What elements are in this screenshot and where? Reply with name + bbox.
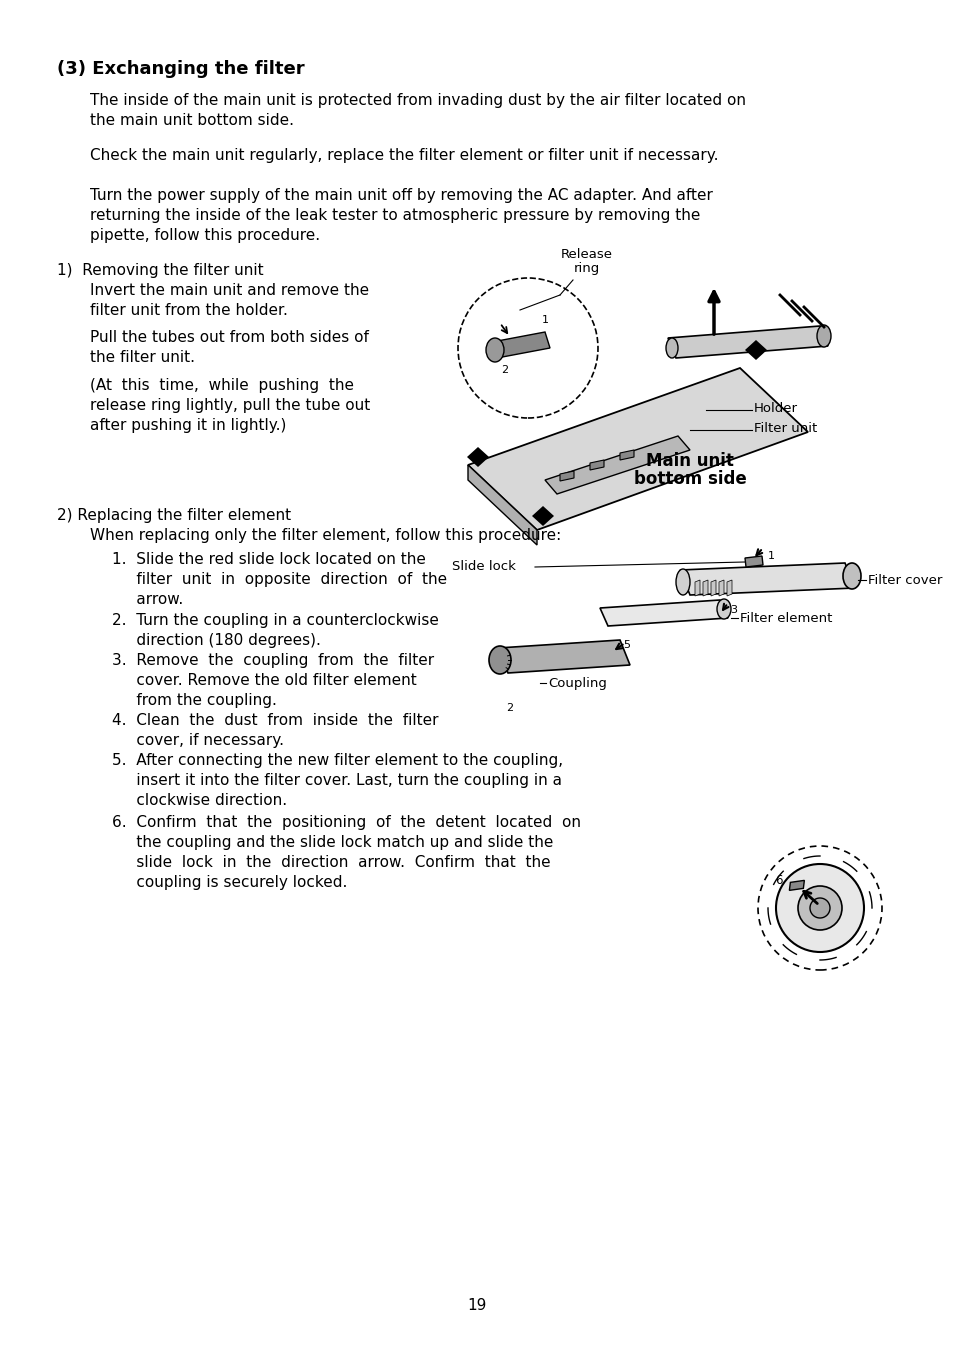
Ellipse shape <box>676 568 689 595</box>
Text: filter unit from the holder.: filter unit from the holder. <box>90 302 288 319</box>
Polygon shape <box>667 325 827 358</box>
Text: Filter cover: Filter cover <box>867 574 942 586</box>
Polygon shape <box>744 340 766 360</box>
Polygon shape <box>619 450 634 460</box>
Polygon shape <box>492 332 550 358</box>
Text: 1: 1 <box>541 315 548 325</box>
Text: arrow.: arrow. <box>112 593 183 608</box>
Text: Check the main unit regularly, replace the filter element or filter unit if nece: Check the main unit regularly, replace t… <box>90 148 718 163</box>
Text: bottom side: bottom side <box>633 470 745 487</box>
Text: coupling is securely locked.: coupling is securely locked. <box>112 875 347 890</box>
Text: cover. Remove the old filter element: cover. Remove the old filter element <box>112 674 416 688</box>
Text: slide  lock  in  the  direction  arrow.  Confirm  that  the: slide lock in the direction arrow. Confi… <box>112 855 550 869</box>
Text: Pull the tubes out from both sides of: Pull the tubes out from both sides of <box>90 329 369 346</box>
Text: from the coupling.: from the coupling. <box>112 693 276 707</box>
Text: after pushing it in lightly.): after pushing it in lightly.) <box>90 418 286 433</box>
Text: filter  unit  in  opposite  direction  of  the: filter unit in opposite direction of the <box>112 572 447 587</box>
Polygon shape <box>744 556 762 567</box>
Text: Coupling: Coupling <box>547 676 606 690</box>
Text: 19: 19 <box>467 1297 486 1312</box>
Ellipse shape <box>842 563 861 589</box>
Ellipse shape <box>717 599 730 620</box>
Text: Filter element: Filter element <box>740 612 832 625</box>
Text: 1)  Removing the filter unit: 1) Removing the filter unit <box>57 263 263 278</box>
Text: returning the inside of the leak tester to atmospheric pressure by removing the: returning the inside of the leak tester … <box>90 208 700 223</box>
Text: 1: 1 <box>767 551 774 562</box>
Text: 3: 3 <box>729 605 737 616</box>
Text: cover, if necessary.: cover, if necessary. <box>112 733 284 748</box>
Polygon shape <box>497 640 629 674</box>
Text: the main unit bottom side.: the main unit bottom side. <box>90 113 294 128</box>
Text: Holder: Holder <box>753 401 797 414</box>
Text: Invert the main unit and remove the: Invert the main unit and remove the <box>90 284 369 298</box>
Polygon shape <box>544 436 689 494</box>
Circle shape <box>809 898 829 918</box>
Text: pipette, follow this procedure.: pipette, follow this procedure. <box>90 228 320 243</box>
Text: Turn the power supply of the main unit off by removing the AC adapter. And after: Turn the power supply of the main unit o… <box>90 188 712 202</box>
Text: clockwise direction.: clockwise direction. <box>112 792 287 809</box>
Text: 2: 2 <box>506 703 513 713</box>
Polygon shape <box>599 599 727 626</box>
Text: the coupling and the slide lock match up and slide the: the coupling and the slide lock match up… <box>112 836 553 850</box>
Polygon shape <box>559 471 574 481</box>
Text: 2) Replacing the filter element: 2) Replacing the filter element <box>57 508 291 522</box>
Text: release ring lightly, pull the tube out: release ring lightly, pull the tube out <box>90 398 370 413</box>
Text: (At  this  time,  while  pushing  the: (At this time, while pushing the <box>90 378 354 393</box>
Circle shape <box>797 886 841 930</box>
Text: Main unit: Main unit <box>645 452 733 470</box>
Text: ring: ring <box>574 262 599 275</box>
Text: Filter unit: Filter unit <box>753 421 817 435</box>
Text: When replacing only the filter element, follow this procedure:: When replacing only the filter element, … <box>90 528 560 543</box>
Text: 5: 5 <box>622 640 629 649</box>
Text: 4.  Clean  the  dust  from  inside  the  filter: 4. Clean the dust from inside the filter <box>112 713 438 728</box>
Text: 6.  Confirm  that  the  positioning  of  the  detent  located  on: 6. Confirm that the positioning of the d… <box>112 815 580 830</box>
Circle shape <box>775 864 863 952</box>
Text: direction (180 degrees).: direction (180 degrees). <box>112 633 320 648</box>
Polygon shape <box>467 447 489 467</box>
Text: insert it into the filter cover. Last, turn the coupling in a: insert it into the filter cover. Last, t… <box>112 774 561 788</box>
Polygon shape <box>695 580 700 595</box>
Polygon shape <box>532 506 554 526</box>
Text: 3.  Remove  the  coupling  from  the  filter: 3. Remove the coupling from the filter <box>112 653 434 668</box>
Text: 5.  After connecting the new filter element to the coupling,: 5. After connecting the new filter eleme… <box>112 753 562 768</box>
Ellipse shape <box>489 647 511 674</box>
Polygon shape <box>589 460 603 470</box>
Text: 6: 6 <box>775 873 782 887</box>
Polygon shape <box>726 580 731 595</box>
Text: The inside of the main unit is protected from invading dust by the air filter lo: The inside of the main unit is protected… <box>90 93 745 108</box>
Polygon shape <box>710 580 716 595</box>
Ellipse shape <box>665 338 678 358</box>
Text: 2: 2 <box>501 364 508 375</box>
Polygon shape <box>679 563 854 595</box>
Text: Slide lock: Slide lock <box>452 560 516 574</box>
Polygon shape <box>468 369 807 531</box>
Text: (3) Exchanging the filter: (3) Exchanging the filter <box>57 59 304 78</box>
Polygon shape <box>702 580 707 595</box>
Text: Release: Release <box>560 248 613 261</box>
Polygon shape <box>468 464 537 545</box>
Polygon shape <box>788 880 803 891</box>
Text: 2.  Turn the coupling in a counterclockwise: 2. Turn the coupling in a counterclockwi… <box>112 613 438 628</box>
Ellipse shape <box>485 338 503 362</box>
Text: the filter unit.: the filter unit. <box>90 350 194 365</box>
Ellipse shape <box>816 325 830 347</box>
Polygon shape <box>719 580 723 595</box>
Text: 1.  Slide the red slide lock located on the: 1. Slide the red slide lock located on t… <box>112 552 425 567</box>
